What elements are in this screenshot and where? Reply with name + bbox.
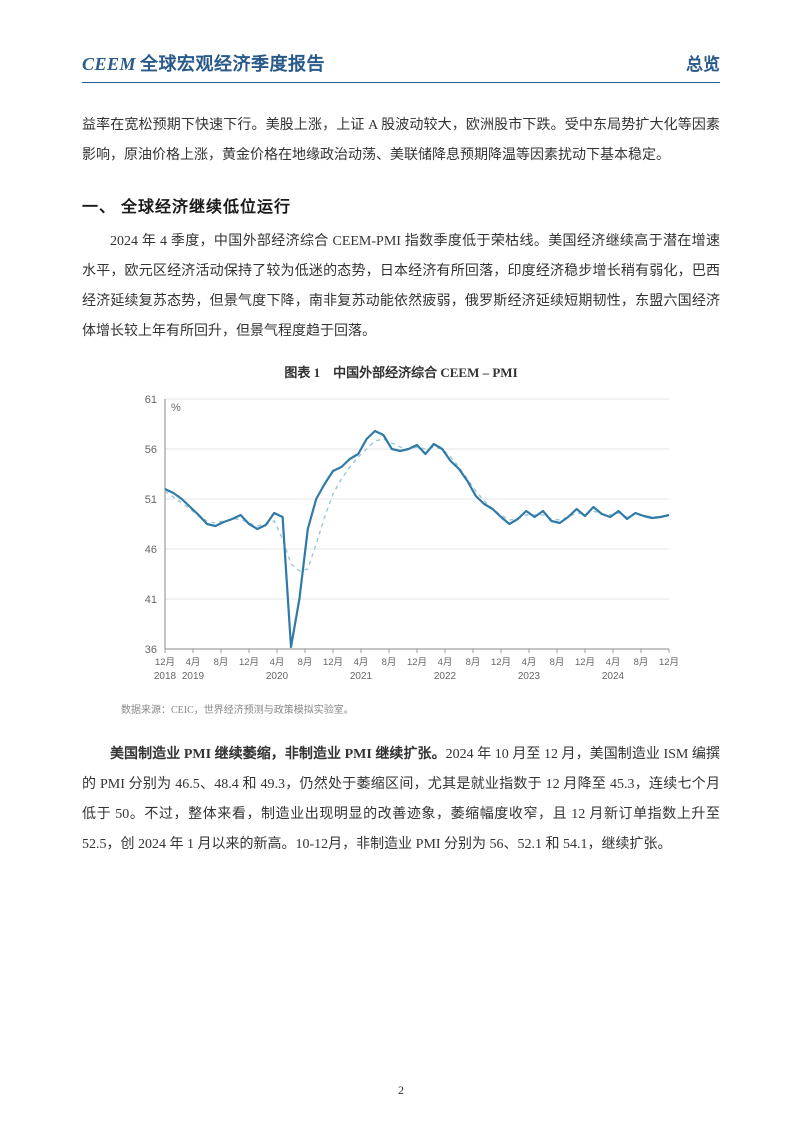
pmi-bold: 美国制造业 PMI 继续萎缩，非制造业 PMI 继续扩张。 <box>110 747 446 762</box>
svg-text:8月: 8月 <box>382 657 397 668</box>
svg-text:8月: 8月 <box>550 657 565 668</box>
svg-text:4月: 4月 <box>438 657 453 668</box>
svg-text:61: 61 <box>145 394 157 406</box>
svg-text:36: 36 <box>145 644 157 656</box>
page-header: CEEM全球宏观经济季度报告 总览 <box>82 50 720 83</box>
svg-text:8月: 8月 <box>298 657 313 668</box>
svg-text:8月: 8月 <box>466 657 481 668</box>
svg-text:4月: 4月 <box>354 657 369 668</box>
header-brand: CEEM <box>82 54 136 74</box>
header-title: CEEM全球宏观经济季度报告 <box>82 50 325 76</box>
page-number: 2 <box>0 1083 802 1098</box>
svg-text:8月: 8月 <box>214 657 229 668</box>
header-title-cn: 全球宏观经济季度报告 <box>140 54 325 74</box>
section-paragraph: 2024 年 4 季度，中国外部经济综合 CEEM-PMI 指数季度低于荣枯线。… <box>82 227 720 347</box>
svg-text:12月: 12月 <box>407 657 427 668</box>
svg-text:4月: 4月 <box>270 657 285 668</box>
ceem-pmi-chart: 36 41 46 51 56 61% 12月 4月 8月 12月 4月 8月 12月 4月 8月 12月 4月 8… <box>121 387 681 697</box>
chart-title: 图表 1 中国外部经济综合 CEEM – PMI <box>82 362 720 381</box>
svg-text:12月: 12月 <box>323 657 343 668</box>
svg-text:12月: 12月 <box>491 657 511 668</box>
svg-text:41: 41 <box>145 594 157 606</box>
header-section: 总览 <box>686 50 720 75</box>
svg-text:2024: 2024 <box>602 671 625 682</box>
svg-text:2023: 2023 <box>518 671 541 682</box>
pmi-rest: 2024 年 10 月至 12 月，美国制造业 ISM 编撰的 PMI 分别为 … <box>82 747 720 852</box>
svg-text:12月: 12月 <box>575 657 595 668</box>
svg-text:2022: 2022 <box>434 671 457 682</box>
chart-svg: 36 41 46 51 56 61% 12月 4月 8月 12月 4月 8月 12月 4月 8月 12月 4月 8… <box>121 387 681 697</box>
chart-source: 数据来源：CEIC，世界经济预测与政策模拟实验室。 <box>121 701 681 716</box>
svg-text:12月: 12月 <box>659 657 679 668</box>
svg-text:12月: 12月 <box>155 657 175 668</box>
svg-text:2021: 2021 <box>350 671 373 682</box>
svg-text:51: 51 <box>145 494 157 506</box>
pmi-paragraph: 美国制造业 PMI 继续萎缩，非制造业 PMI 继续扩张。2024 年 10 月… <box>82 740 720 860</box>
svg-text:%: % <box>171 402 181 414</box>
intro-paragraph: 益率在宽松预期下快速下行。美股上涨，上证 A 股波动较大，欧洲股市下跌。受中东局… <box>82 111 720 171</box>
svg-text:4月: 4月 <box>522 657 537 668</box>
svg-text:2018: 2018 <box>154 671 177 682</box>
svg-text:46: 46 <box>145 544 157 556</box>
section-heading-1: 一、 全球经济继续低位运行 <box>82 193 720 217</box>
svg-text:56: 56 <box>145 444 157 456</box>
svg-text:4月: 4月 <box>186 657 201 668</box>
svg-text:2020: 2020 <box>266 671 289 682</box>
svg-text:8月: 8月 <box>634 657 649 668</box>
svg-text:12月: 12月 <box>239 657 259 668</box>
svg-text:2019: 2019 <box>182 671 205 682</box>
svg-text:4月: 4月 <box>606 657 621 668</box>
